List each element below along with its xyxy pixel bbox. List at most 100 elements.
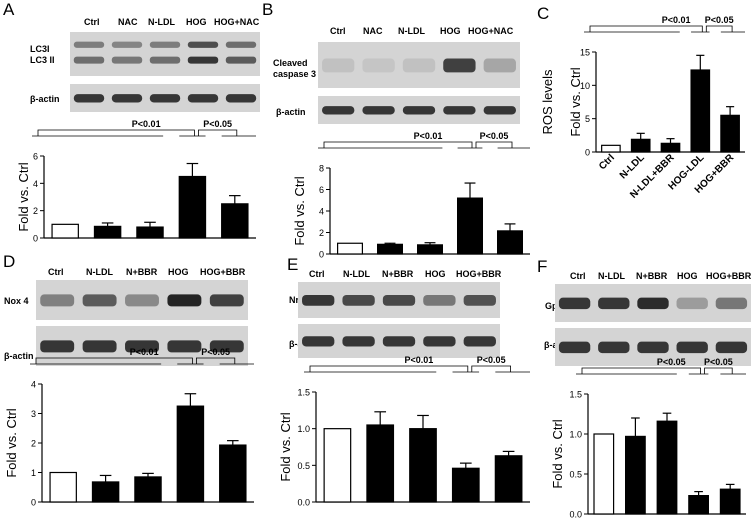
blot-band [402, 58, 436, 73]
blot-band [402, 106, 436, 115]
panel-letter-c: C [537, 4, 550, 23]
x-tick-label: N-LDL [618, 152, 647, 181]
blot-image-actin-e [298, 324, 500, 358]
blot-band [149, 56, 181, 64]
y-tick-label: 0.0 [569, 510, 582, 518]
y-tick-label: 0.5 [569, 470, 582, 480]
bar-chart-d: 0 1 2 3 4 Fold vs. Ctrl P<0.01 P<0.05 [4, 347, 254, 508]
y-tick-label: 4 [31, 380, 36, 390]
blot-band [209, 340, 244, 353]
blot-band [73, 56, 105, 64]
y-tick-label: 1.5 [569, 390, 582, 400]
blot-band [149, 94, 181, 103]
lane-label-hog: HOG [186, 17, 207, 27]
blot-band [362, 106, 395, 115]
y-tick-label: 2 [319, 228, 324, 238]
bar [178, 175, 207, 239]
significance-bracket [704, 367, 733, 374]
significance-bracket [35, 357, 193, 364]
blot-image-gpx1 [555, 284, 751, 322]
y-tick-label: 0 [33, 234, 38, 244]
bar [494, 455, 523, 503]
protein-label-caspase3: Cleaved caspase 3 [273, 58, 317, 79]
blot-band [187, 41, 219, 48]
bar [593, 433, 615, 515]
y-tick-label: 2 [33, 206, 38, 216]
bar [219, 444, 247, 503]
lane-label-hog: HOG [168, 267, 189, 277]
y-tick-label: 5 [585, 114, 590, 124]
lane-label-nac: NAC [363, 26, 383, 36]
y-axis-label: Fold vs. Ctrl [568, 67, 583, 136]
bar-chart-f: 0.0 0.5 1.0 1.5 Fold vs. Ctrl P<0.05 P<0.05 [550, 357, 746, 518]
blot-band [637, 297, 669, 310]
y-tick-label: 0 [31, 498, 36, 508]
y-tick-label: 1.0 [569, 430, 582, 440]
p-value-label: P<0.01 [405, 355, 434, 365]
lane-label-nac: NAC [118, 17, 138, 27]
panel-letter-b: B [262, 0, 274, 19]
significance-bracket [705, 25, 733, 32]
lane-label-ctrl: Ctrl [309, 269, 325, 279]
lane-label-n-ldl: N-LDL [148, 17, 175, 27]
bar [660, 142, 681, 153]
protein-label-nox4: Nox 4 [4, 296, 29, 306]
blot-band [73, 41, 105, 48]
y-axis-label: LC3II / LC3I [0, 162, 3, 231]
blot-band [167, 294, 202, 307]
p-value-label: P<0.05 [480, 131, 509, 141]
y-tick-label: 1.5 [297, 388, 310, 398]
bar [221, 203, 249, 239]
y-axis-label: Fold vs. Ctrl [292, 176, 307, 245]
blot-band [443, 58, 476, 73]
bar [323, 428, 352, 503]
blot-band [125, 294, 159, 307]
significance-bracket [37, 129, 195, 136]
bar-chart-a: 0 2 4 6 LC3II / LC3I Fold vs. Ctrl P<0.01 P<0.0… [0, 119, 256, 244]
blot-image-actin-b [318, 96, 520, 124]
bar [656, 420, 678, 515]
blot-band [73, 94, 105, 103]
significance-bracket [195, 357, 236, 364]
bar [451, 467, 480, 503]
blot-band [40, 340, 75, 353]
blot-band [225, 94, 257, 103]
y-tick-label: 15 [580, 48, 590, 58]
bar [366, 424, 395, 503]
lane-label-n-ldl: N-LDL [398, 26, 425, 36]
protein-label-actin: β-actin [30, 94, 60, 104]
bar [457, 197, 484, 255]
lane-label-hog-nac: HOG+NAC [214, 17, 260, 27]
lane-label-n-ldl: N-LDL [86, 267, 113, 277]
blot-band [322, 106, 355, 115]
blot-band [40, 294, 75, 307]
blot-band [111, 41, 143, 48]
blot-band [167, 340, 202, 353]
p-value-label: P<0.05 [203, 119, 232, 129]
y-tick-label: 1.0 [297, 424, 310, 434]
y-tick-label: 6 [319, 185, 324, 195]
p-value-label: P<0.05 [704, 357, 733, 367]
blot-band [209, 294, 244, 307]
lane-label-hog: HOG [440, 26, 461, 36]
p-value-label: P<0.05 [657, 357, 686, 367]
bar [417, 244, 444, 255]
blot-band [342, 294, 375, 306]
p-value-label: P<0.01 [132, 119, 161, 129]
lane-label-hog-bbr: HOG+BBR [706, 271, 751, 281]
p-value-label: P<0.05 [705, 15, 734, 25]
bar [688, 495, 709, 515]
y-tick-label: 6 [33, 152, 38, 162]
p-value-label: P<0.05 [477, 355, 506, 365]
lane-label-n-bbr: N+BBR [126, 267, 158, 277]
bar [625, 435, 646, 515]
blot-band [225, 41, 257, 48]
lane-label-hog-bbr: HOG+BBR [200, 267, 246, 277]
bar [601, 144, 621, 153]
lane-label-hog-bbr: HOG+BBR [456, 269, 502, 279]
bar [51, 223, 79, 239]
blot-band [463, 336, 496, 347]
bar [93, 225, 122, 239]
bar [176, 405, 205, 503]
lane-label-ctrl: Ctrl [570, 271, 586, 281]
